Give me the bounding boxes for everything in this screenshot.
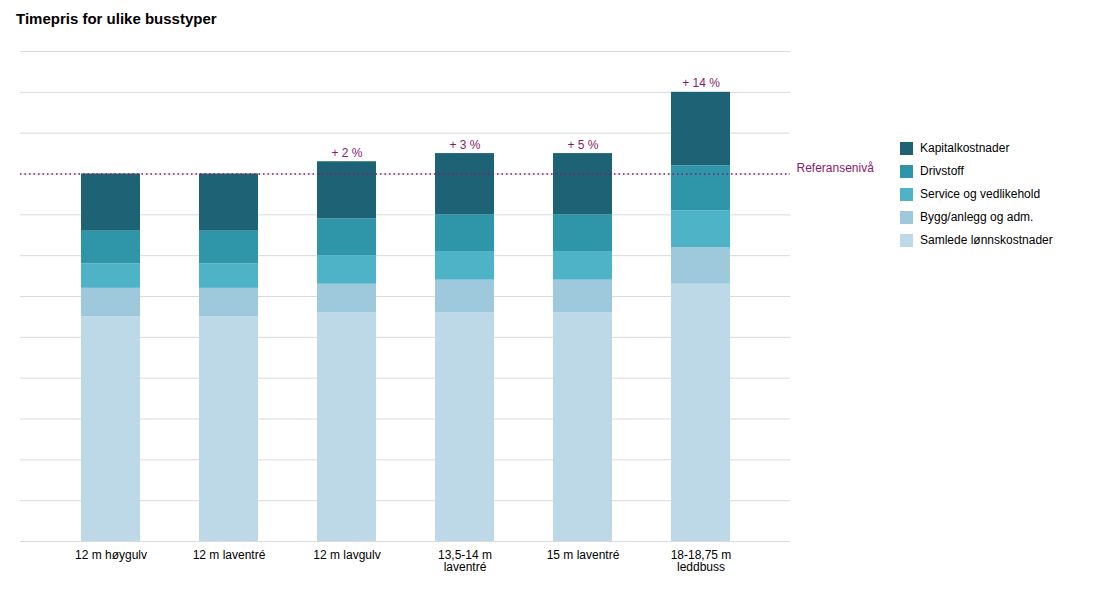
svg-text:Referansenivå: Referansenivå bbox=[797, 161, 875, 175]
html-text:Kapitalkostnader: Kapitalkostnader bbox=[920, 141, 1010, 155]
svg-text:+ 3 %: + 3 % bbox=[449, 138, 480, 152]
svg-text:12 m høygulv: 12 m høygulv bbox=[75, 548, 147, 562]
html-text:Timepris for ulike busstyper: Timepris for ulike busstyper bbox=[16, 10, 217, 27]
html-text:Drivstoff: Drivstoff bbox=[920, 164, 964, 178]
svg-text:15 m laventré: 15 m laventré bbox=[547, 548, 620, 562]
svg-text:+ 14 %: + 14 % bbox=[682, 76, 720, 90]
svg-text:18-18,75 mleddbuss: 18-18,75 mleddbuss bbox=[671, 548, 732, 574]
svg-text:+ 5 %: + 5 % bbox=[567, 138, 598, 152]
html-text:Samlede lønnskostnader: Samlede lønnskostnader bbox=[920, 233, 1053, 247]
svg-text:12 m lavgulv: 12 m lavgulv bbox=[313, 548, 380, 562]
svg-text:12 m laventré: 12 m laventré bbox=[193, 548, 266, 562]
svg-text:13,5-14 mlaventré: 13,5-14 mlaventré bbox=[438, 548, 492, 574]
svg-text:+ 2 %: + 2 % bbox=[331, 146, 362, 160]
html-text:Bygg/anlegg og adm.: Bygg/anlegg og adm. bbox=[920, 210, 1034, 224]
html-text:Service og vedlikehold: Service og vedlikehold bbox=[920, 187, 1041, 201]
